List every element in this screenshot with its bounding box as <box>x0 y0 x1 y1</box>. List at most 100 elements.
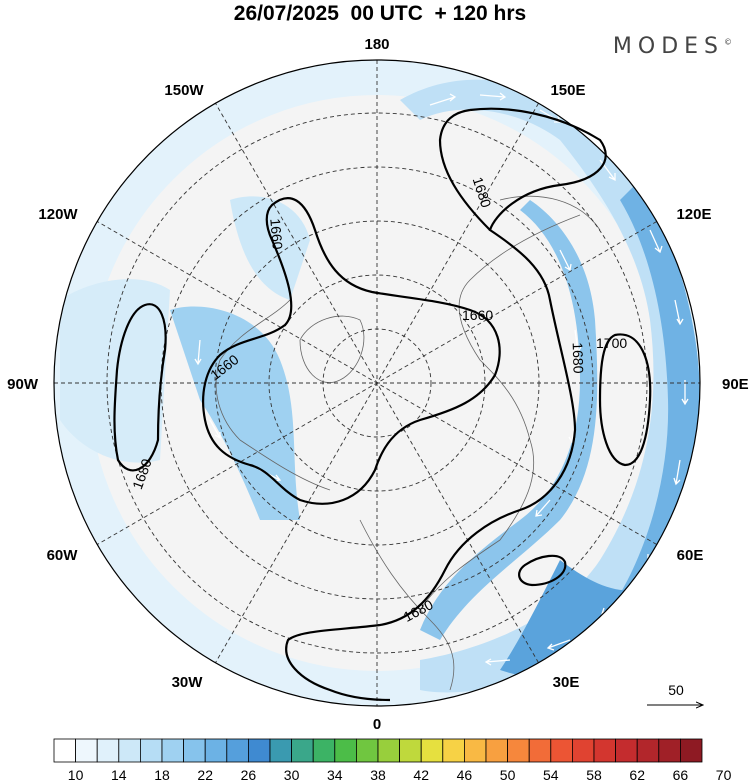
wind-reference-label: 50 <box>668 682 684 698</box>
wind-arrow <box>649 229 663 254</box>
wind-arrow <box>535 499 551 517</box>
contour-1680-west <box>113 303 167 472</box>
coastline-north-america <box>215 299 331 491</box>
contour-1680-east <box>285 107 607 702</box>
colorbar-tick-label: 62 <box>629 767 645 782</box>
colorbar-tick-label: 14 <box>111 767 127 782</box>
colorbar-swatch <box>291 738 314 763</box>
map-border <box>53 59 701 707</box>
geopotential-contours <box>113 107 652 702</box>
colorbar-tick-label: 50 <box>500 767 516 782</box>
colorbar-swatch <box>377 738 401 763</box>
jet-core-asia <box>420 200 598 640</box>
colorbar-swatch <box>420 738 444 763</box>
lon-label-60w: 60W <box>47 547 79 564</box>
colorbar-tick-label: 54 <box>543 767 559 782</box>
wind-arrow <box>599 159 616 182</box>
lon-label-60e: 60E <box>677 547 704 564</box>
colorbar-swatch <box>680 738 703 763</box>
colorbar-swatch <box>183 738 206 763</box>
colorbar-swatch <box>399 738 422 763</box>
wind-arrow <box>484 658 511 666</box>
jet-band-asia <box>400 79 700 693</box>
lon-label-120w: 120W <box>38 206 78 223</box>
colorbar-swatch <box>550 738 573 763</box>
logo-text: MODES <box>612 34 724 59</box>
colorbar-swatch <box>658 738 681 763</box>
colorbar-tick-label: 46 <box>457 767 473 782</box>
meridian <box>215 103 539 663</box>
colorbar-swatch <box>226 738 249 763</box>
colorbar-tick-label: 58 <box>586 767 602 782</box>
colorbar-tick-label: 34 <box>327 767 343 782</box>
lon-label-0: 0 <box>373 716 381 733</box>
coastline-greenland <box>299 315 365 383</box>
longitude-labels: 180 150E 120E 90E 60E 30E 0 30W 60W 90W … <box>7 36 749 733</box>
wind-arrow <box>546 639 571 651</box>
wind-arrow <box>479 92 507 101</box>
contour-1700 <box>598 333 652 467</box>
colorbar-tick-label: 10 <box>68 767 84 782</box>
colorbar-swatch <box>507 738 530 763</box>
wind-arrow <box>681 380 689 406</box>
jet-band-west <box>60 279 170 463</box>
colorbar-swatch <box>636 738 660 763</box>
modes-logo: MODES© <box>613 34 732 59</box>
lon-label-120e: 120E <box>676 206 711 223</box>
contour-label: 1700 <box>596 335 627 351</box>
colorbar-swatch <box>485 738 509 763</box>
wind-arrow <box>209 419 221 440</box>
wind-arrow <box>673 459 681 486</box>
colorbar-swatch <box>355 738 379 763</box>
lon-label-90w: 90W <box>7 376 39 393</box>
colorbar-tick-label: 38 <box>370 767 386 782</box>
colorbar-tick-label: 18 <box>154 767 170 782</box>
colorbar-swatch <box>572 738 595 763</box>
map-title: 26/07/2025 00 UTC + 120 hrs <box>233 2 527 25</box>
colorbar-swatch <box>53 738 77 763</box>
copyright-mark: © <box>724 37 732 47</box>
contour-label: 1660 <box>267 218 286 251</box>
wind-arrow <box>559 249 572 272</box>
jet-band-pacific <box>230 196 310 300</box>
contour-1680-lobe <box>518 554 567 587</box>
wind-arrow <box>194 339 202 366</box>
contour-label: 1660 <box>462 307 493 323</box>
colorbar-tick-label: 42 <box>413 767 429 782</box>
jet-band-atlantic <box>170 306 300 520</box>
colorbar-swatch <box>96 738 120 763</box>
colorbar-swatch <box>463 738 487 763</box>
wind-reference: 50 <box>647 682 703 705</box>
colorbar <box>53 738 703 763</box>
colorbar-labels: 10 14 18 22 26 30 34 38 42 46 50 54 58 62 66 70 <box>68 767 732 782</box>
coastline-eurasia <box>419 214 581 611</box>
colorbar-swatch <box>442 738 465 763</box>
contour-1660-north <box>202 197 501 505</box>
colorbar-swatch <box>269 738 293 763</box>
lon-label-90e: 90E <box>722 376 749 393</box>
colorbar-swatch <box>615 738 638 763</box>
colorbar-swatch <box>139 738 163 763</box>
contour-1680-upper <box>438 108 491 231</box>
colorbar-swatch <box>312 738 336 763</box>
coastlines <box>215 195 601 691</box>
colorbar-swatch <box>204 738 228 763</box>
colorbar-tick-label: 66 <box>673 767 689 782</box>
wind-arrow <box>574 329 582 354</box>
colorbar-tick-label: 30 <box>284 767 300 782</box>
lon-label-180: 180 <box>364 36 389 53</box>
contour-label: 1680 <box>570 342 587 374</box>
colorbar-tick-label: 70 <box>716 767 732 782</box>
lon-label-30e: 30E <box>553 674 580 691</box>
wind-arrow <box>429 93 457 106</box>
colorbar-tick-label: 26 <box>241 767 257 782</box>
colorbar-swatch <box>528 738 552 763</box>
lon-label-150e: 150E <box>550 82 585 99</box>
colorbar-swatch <box>75 738 98 763</box>
colorbar-swatch <box>118 738 141 763</box>
colorbar-swatch <box>247 738 271 763</box>
colorbar-swatch <box>593 738 617 763</box>
colorbar-swatch <box>334 738 357 763</box>
colorbar-swatch <box>161 738 185 763</box>
